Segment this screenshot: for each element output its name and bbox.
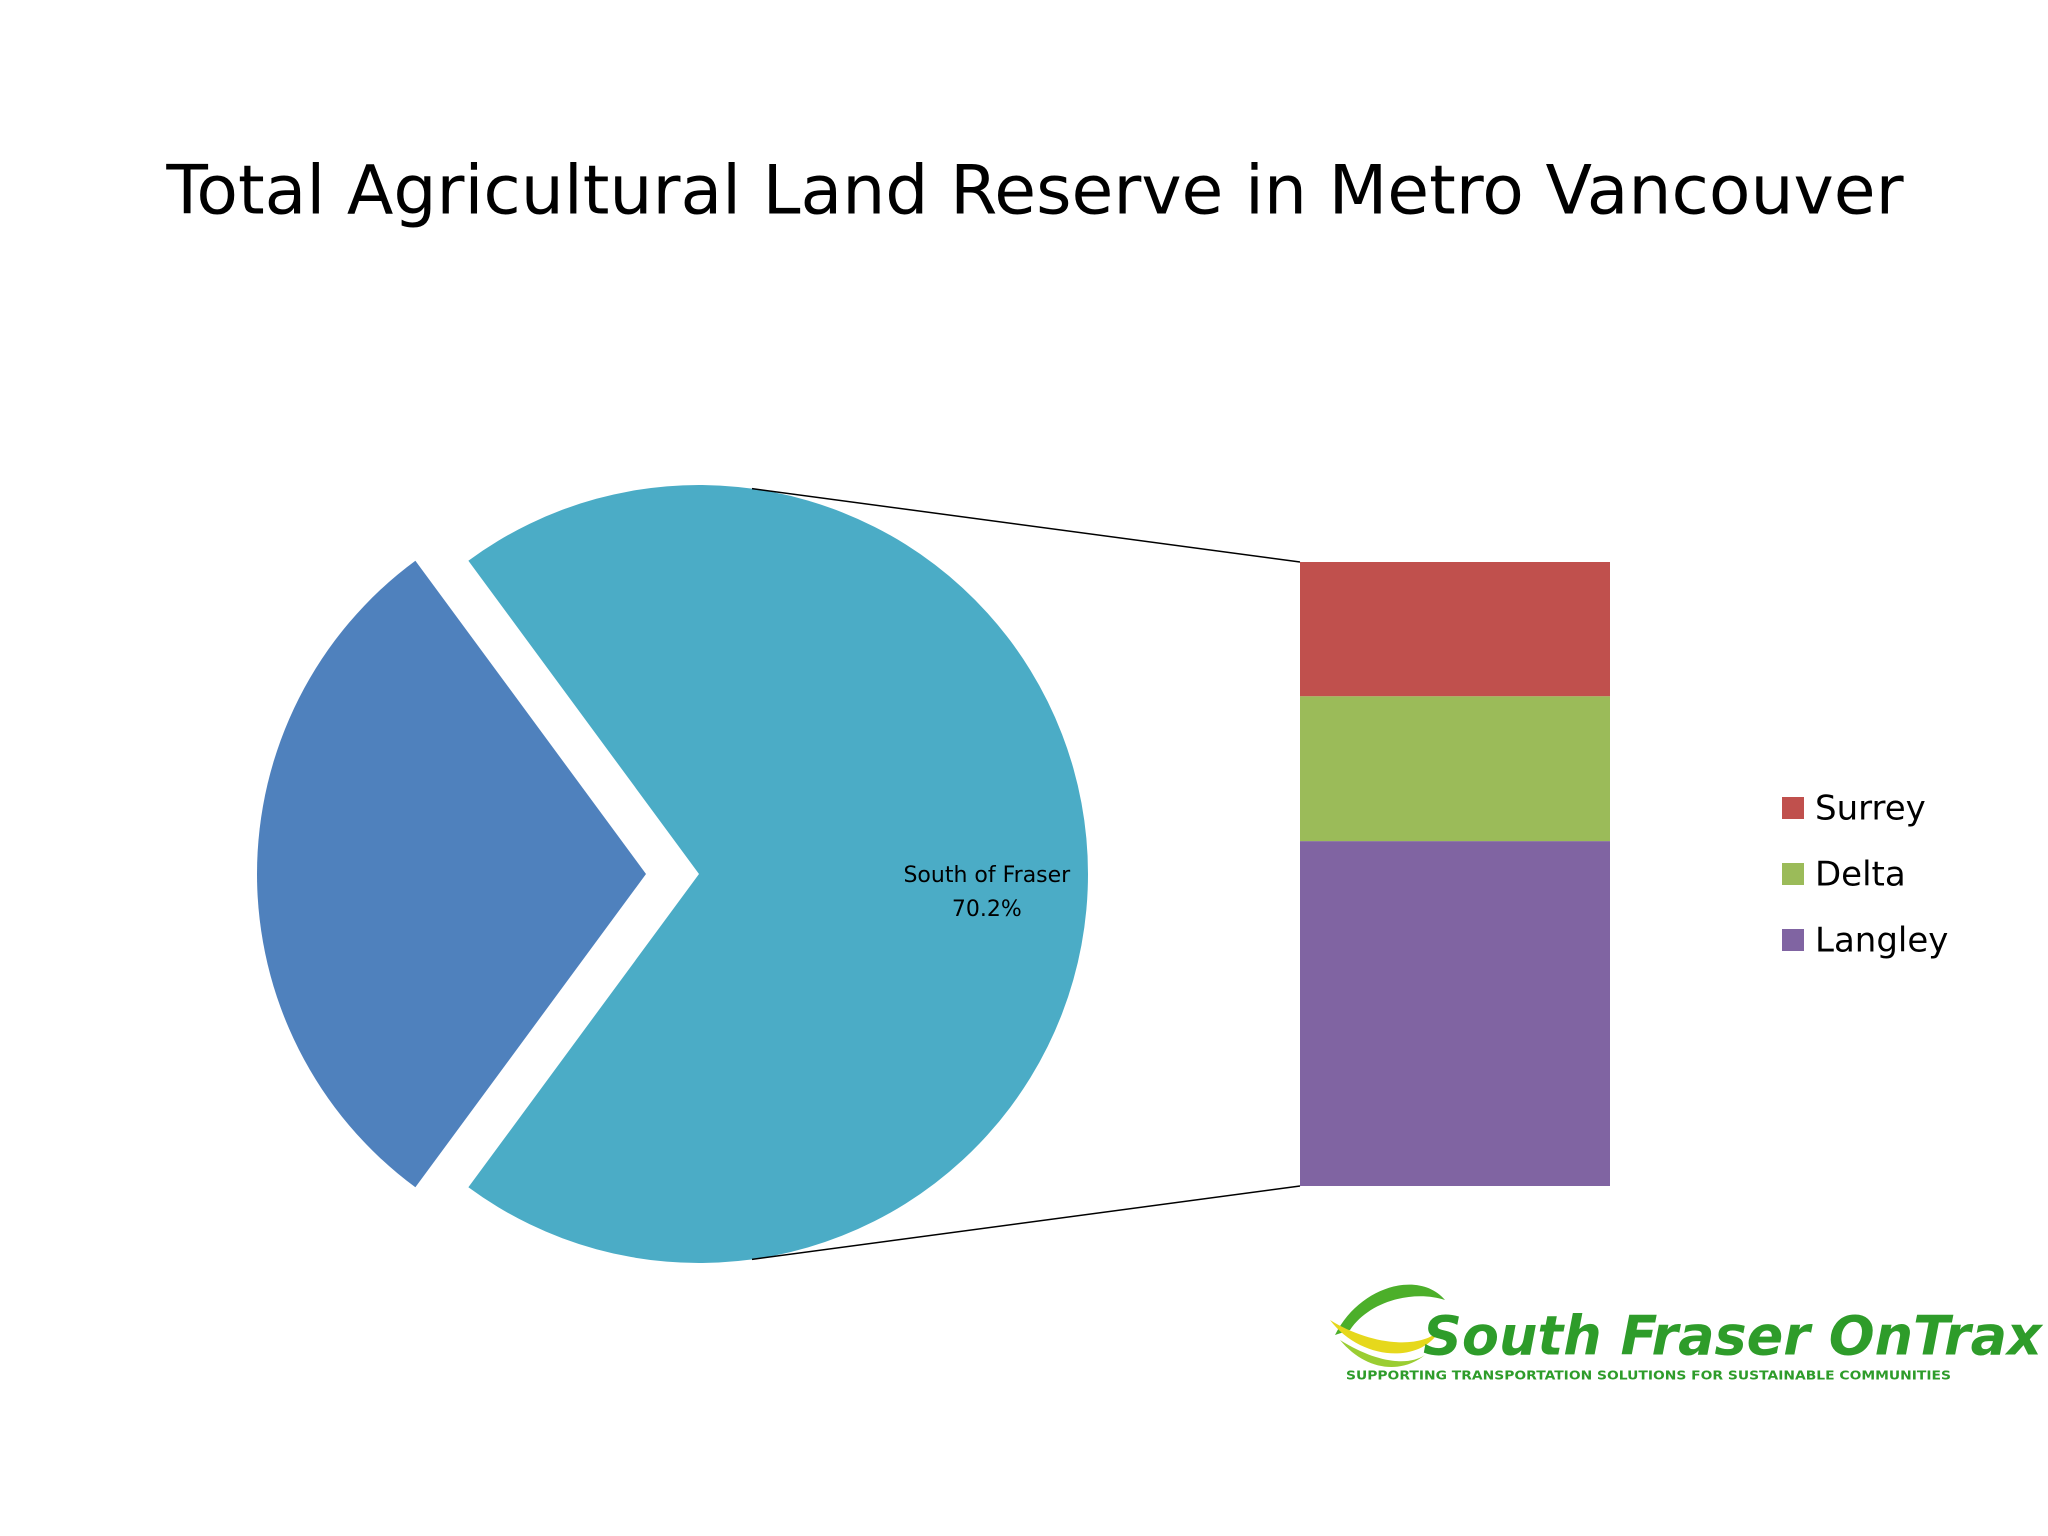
bar-segment (1300, 841, 1610, 1186)
legend-label: Surrey (1815, 789, 1926, 829)
data-label-name: South of Fraser (903, 863, 1071, 888)
legend-label: Delta (1815, 855, 1906, 895)
legend-swatch (1782, 863, 1804, 885)
logo-swoosh (1340, 1340, 1425, 1367)
legend-label: Langley (1815, 921, 1948, 961)
connector-line (751, 1185, 1301, 1261)
data-label-value: 70.2% (952, 897, 1022, 922)
logo-tagline: SUPPORTING TRANSPORTATION SOLUTIONS FOR … (1346, 1369, 1951, 1383)
legend-swatch (1782, 797, 1804, 819)
connector-line (751, 487, 1301, 563)
bar-segment (1300, 696, 1610, 842)
logo: South Fraser OnTrax SUPPORTING TRANSPORT… (1330, 1284, 2044, 1383)
pie-slice (468, 485, 1088, 1263)
logo-swoosh (1330, 1320, 1440, 1354)
logo-name: South Fraser OnTrax (1423, 1305, 2044, 1368)
bar-segment (1300, 562, 1610, 697)
chart-title: Total Agricultural Land Reserve in Metro… (165, 152, 1903, 231)
legend-swatch (1782, 929, 1804, 951)
pie-slice (256, 560, 646, 1188)
